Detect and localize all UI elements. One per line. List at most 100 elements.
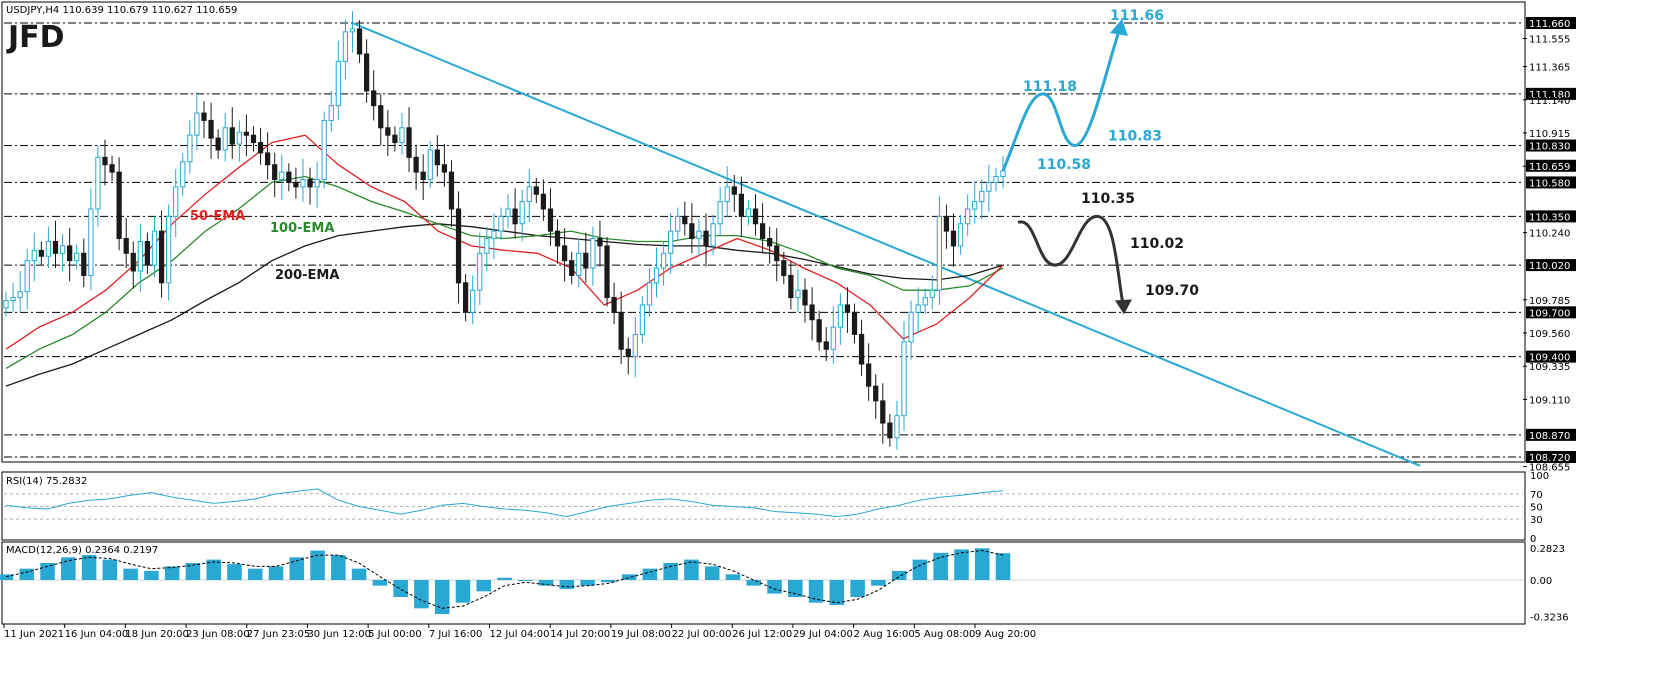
y-tick-label: 111.140: [1529, 96, 1570, 107]
candle-body: [484, 238, 490, 254]
macd-histogram-bar: [102, 559, 118, 580]
candle-body: [116, 171, 122, 240]
x-tick-label: 26 Jul 12:00: [732, 629, 792, 640]
trendline-layer: [352, 22, 1421, 467]
candle-body: [363, 53, 370, 92]
candle-body: [180, 161, 186, 188]
candle-body: [279, 171, 285, 180]
macd-histogram-bar: [580, 580, 595, 586]
candle-body: [130, 252, 136, 272]
candle-body: [675, 215, 681, 232]
candle-body: [767, 238, 773, 247]
bearish-scenario-path: [1017, 214, 1125, 305]
candle-body: [809, 304, 815, 321]
candle-body: [215, 137, 221, 151]
macd-signal-line: [5, 549, 1004, 609]
candle-body: [166, 215, 172, 284]
candle-body: [300, 178, 306, 188]
candle-body: [873, 385, 879, 402]
candle-body: [781, 260, 787, 276]
candle-body: [3, 300, 9, 309]
macd-histogram-bar: [850, 580, 865, 598]
candle-body: [194, 112, 200, 136]
candle-body: [816, 319, 822, 343]
macd-histogram-bar: [974, 548, 990, 580]
macd-header: MACD(12,26,9) 0.2364 0.2197: [6, 545, 158, 556]
symbol-header: USDJPY,H4 110.639 110.679 110.627 110.65…: [6, 5, 237, 16]
y-tick-label: 111.555: [1529, 35, 1570, 46]
x-tick-label: 22 Jul 00:00: [672, 629, 732, 640]
macd-histogram-bar: [746, 580, 762, 586]
level-label-box: [1526, 87, 1576, 100]
candle-body: [866, 363, 872, 387]
candle-body: [915, 304, 921, 313]
macd-histogram-bar: [871, 580, 886, 586]
candle-body: [201, 112, 207, 121]
candle-body: [731, 186, 737, 195]
macd-histogram-bar: [185, 562, 201, 580]
candle-body: [979, 190, 985, 203]
candle-body: [844, 304, 851, 313]
macd-histogram-bar: [310, 550, 325, 580]
candle-body: [569, 260, 575, 276]
candle-body: [462, 282, 469, 313]
candle-body: [512, 208, 518, 225]
macd-histogram-bar: [19, 568, 35, 580]
candle-body: [420, 171, 426, 180]
candle-body: [618, 311, 624, 350]
candle-body: [986, 181, 992, 192]
candle-body: [738, 193, 744, 217]
ema50-line: [5, 134, 1004, 350]
candle-body: [646, 282, 653, 306]
candle-body: [95, 156, 101, 210]
y-tick-label: 110.240: [1529, 229, 1570, 240]
candle-body: [774, 245, 780, 262]
bullish-label-110-58: 110.58: [1037, 157, 1091, 173]
macd-histogram-bar: [289, 557, 305, 580]
level-label-box: [1526, 451, 1576, 463]
bullish-label-111-18: 111.18: [1023, 79, 1077, 95]
candle-body: [434, 149, 440, 166]
level-label-box: [1526, 350, 1576, 363]
candle-body: [830, 326, 836, 350]
candle-body: [498, 215, 504, 232]
x-tick-label: 30 Jun 12:00: [307, 629, 371, 640]
candle-body: [24, 260, 30, 293]
y-tick-label: 109.110: [1529, 395, 1570, 406]
scenario-layer: 110.58 111.18 110.83 111.66 110.35 110.02 109.…: [1001, 8, 1199, 315]
candle-body: [795, 289, 801, 299]
candle-body: [745, 208, 752, 217]
candle-body: [823, 341, 829, 350]
macd-histogram-bar: [372, 580, 388, 586]
macd-histogram-bar: [497, 577, 512, 580]
x-tick-label: 5 Jul 00:00: [368, 629, 422, 640]
candle-body: [406, 127, 412, 158]
rsi-header: RSI(14) 75.2832: [6, 476, 87, 487]
candle-body: [356, 28, 363, 55]
macd-panel-frame: [1, 541, 1526, 625]
ema50-label: 50-EMA: [190, 209, 245, 224]
macd-histogram-bar: [538, 580, 554, 586]
level-label-box: [1526, 259, 1576, 272]
macd-tick-label: 0.2823: [1530, 544, 1565, 555]
y-tick-label: 109.335: [1529, 362, 1570, 373]
candle-body: [378, 105, 384, 129]
level-label-box: [1526, 17, 1576, 29]
x-tick-label: 7 Jul 16:00: [429, 629, 483, 640]
candle-body: [936, 215, 942, 291]
candle-body: [887, 422, 893, 439]
candle-body: [392, 134, 398, 144]
current-price-label: 110.659: [1529, 162, 1570, 173]
rsi-tick-label: 50: [1530, 503, 1543, 514]
candle-body: [965, 208, 971, 225]
level-label: 109.400: [1529, 353, 1570, 364]
candle-body: [477, 252, 483, 291]
x-tick-label: 18 Jun 20:00: [125, 629, 189, 640]
candle-body: [554, 230, 561, 247]
candle-body: [710, 223, 716, 247]
candle-body: [703, 230, 709, 247]
candle-body: [74, 252, 80, 262]
x-tick-label: 14 Jul 20:00: [550, 629, 610, 640]
candle-body: [653, 267, 660, 284]
